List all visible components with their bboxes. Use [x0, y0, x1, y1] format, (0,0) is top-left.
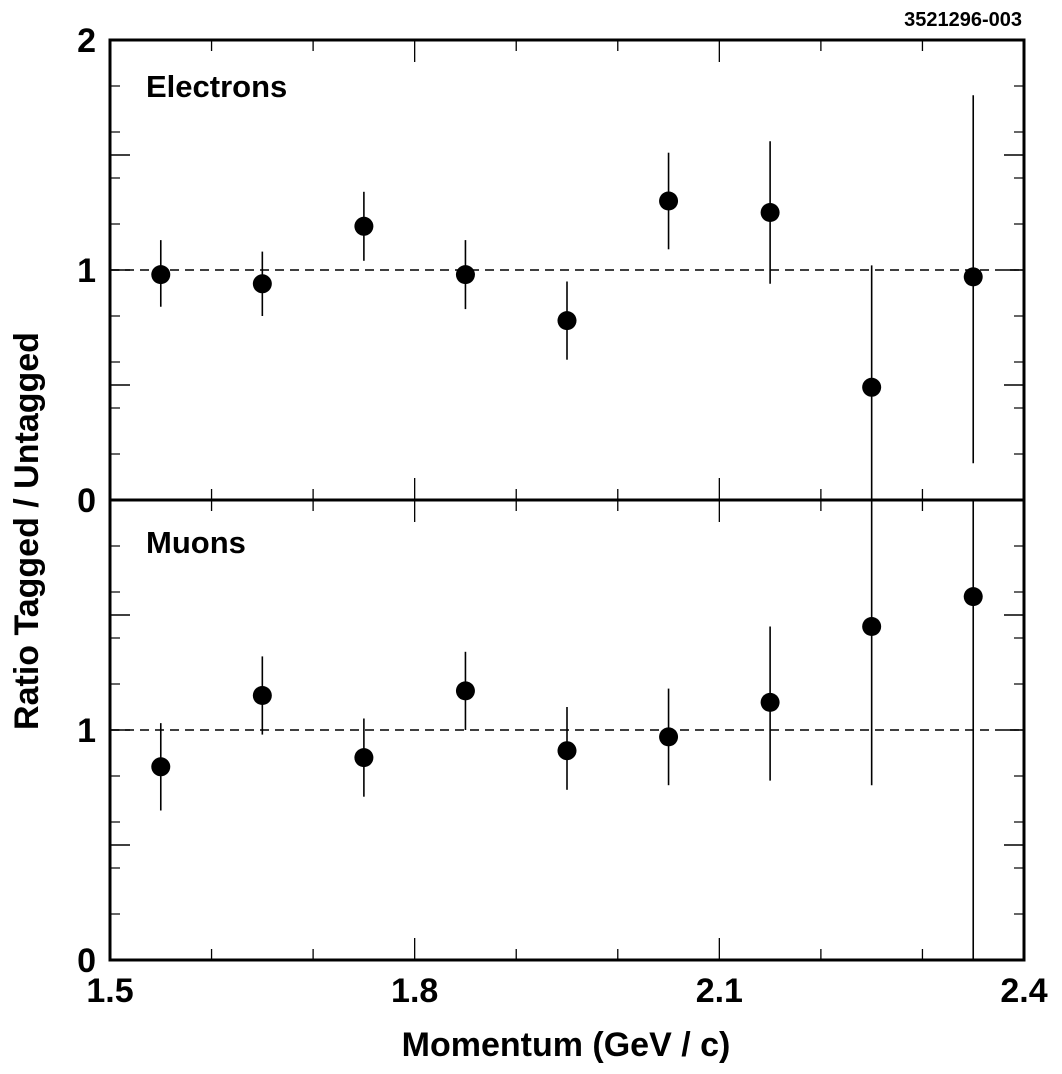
muons-data-point [963, 587, 983, 607]
muons-data-point [354, 748, 374, 768]
electrons-data-point [963, 267, 983, 287]
electrons-data-point [455, 265, 475, 285]
electrons-panel: Electrons 0 1 2 [77, 22, 1026, 520]
electrons-data-point [354, 216, 374, 236]
x-tick-label: 1.5 [86, 972, 133, 1010]
x-tick-label: 1.8 [391, 972, 438, 1010]
muons-data-point [862, 617, 882, 636]
y-tick-label: 2 [77, 22, 96, 60]
x-tick-labels: 1.5 1.8 2.1 2.4 [86, 972, 1047, 1010]
electrons-data-point [557, 311, 577, 331]
electrons-data-point [252, 274, 272, 294]
electrons-data-point [760, 203, 780, 222]
muons-data-point [455, 681, 475, 701]
electrons-label: Electrons [146, 69, 287, 104]
electrons-data-point [659, 191, 679, 211]
muons-data-point [252, 686, 272, 705]
x-tick-label: 2.1 [696, 972, 743, 1010]
muons-data-point [760, 692, 780, 712]
y-tick-label: 0 [77, 482, 96, 520]
muons-data-point [557, 741, 577, 761]
muons-data-point [659, 727, 679, 747]
muons-data-point [151, 757, 171, 777]
x-tick-label: 2.4 [1000, 972, 1047, 1010]
y-tick-label: 0 [77, 942, 96, 980]
y-tick-label: 1 [77, 712, 96, 750]
x-axis-title: Momentum (GeV / c) [402, 1026, 731, 1064]
muons-panel: Muons 0 1 [77, 498, 1026, 980]
electrons-data-point [862, 377, 882, 397]
y-tick-label: 1 [77, 252, 96, 290]
y-axis-title: Ratio Tagged / Untagged [8, 332, 46, 730]
electrons-data-point [151, 265, 171, 285]
muons-label: Muons [146, 525, 246, 560]
chart-panels: Electrons 0 1 2 Muons 0 1 [77, 22, 1026, 980]
figure-id: 3521296-003 [904, 9, 1022, 31]
